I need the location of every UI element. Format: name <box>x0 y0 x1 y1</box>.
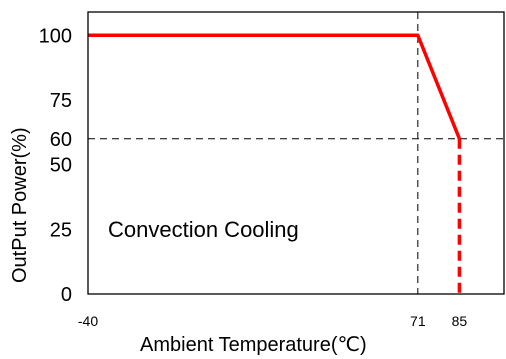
y-tick-label-75: 75 <box>50 90 72 112</box>
plot-area-frame <box>87 11 505 295</box>
convection-cooling-annotation: Convection Cooling <box>108 217 299 242</box>
y-axis-label: OutPut Power(%) <box>9 127 31 283</box>
derating-curve-0 <box>88 33 462 140</box>
tick-labels: 100 75 60 50 25 0 -40 71 85 <box>39 25 468 329</box>
x-tick-label--40: -40 <box>78 313 98 329</box>
x-axis-label: Ambient Temperature(℃) <box>140 334 367 356</box>
y-tick-label-100: 100 <box>39 25 72 47</box>
y-tick-label-0: 0 <box>61 284 72 306</box>
series-layer <box>88 33 462 294</box>
y-tick-label-60: 60 <box>50 129 72 151</box>
y-tick-label-50: 50 <box>50 155 72 177</box>
reference-lines <box>88 12 504 294</box>
x-tick-label-71: 71 <box>410 313 426 329</box>
y-tick-label-25: 25 <box>50 219 72 241</box>
x-tick-label-85: 85 <box>452 313 468 329</box>
